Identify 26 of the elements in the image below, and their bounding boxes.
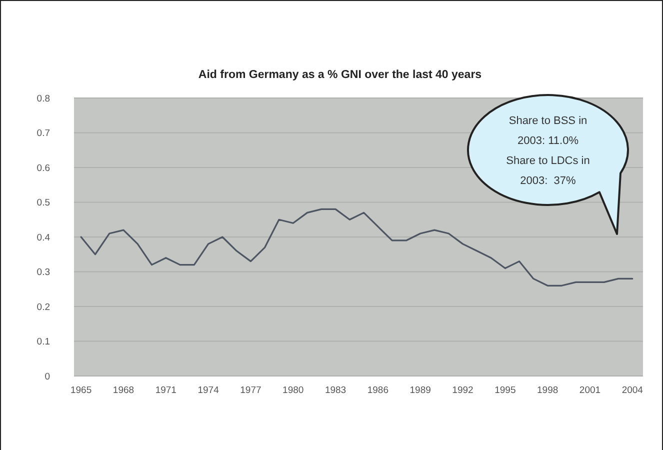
y-tick-label: 0.5 [36,197,50,208]
x-tick-label: 1986 [366,384,388,396]
y-tick-label: 0.4 [36,232,50,243]
x-tick-label: 1977 [240,384,261,396]
y-tick-label: 0 [44,370,50,382]
chart-title: Aid from Germany as a % GNI over the last 40 years [198,68,482,80]
x-tick-label: 1968 [112,384,134,396]
x-tick-label: 1983 [324,384,346,396]
y-tick-label: 0.3 [36,266,50,278]
x-tick-label: 1980 [282,384,304,396]
x-tick-label: 2004 [621,384,642,396]
x-tick-label: 1965 [70,384,92,396]
x-tick-label: 1971 [154,384,176,396]
annotation: Share to BSS in 2003: 11.0% Share to LDCs in 2003: 37% [506,114,590,186]
y-tick-label: 0.7 [36,128,50,139]
y-tick-label: 0.6 [36,162,50,174]
x-tick-label: 1995 [494,384,516,396]
x-tick-label: 1974 [197,384,218,396]
x-tick-label: 1989 [409,384,430,396]
y-tick-label: 0.8 [36,92,50,104]
x-tick-label: 1998 [536,384,558,396]
x-tick-label: 1992 [452,384,473,396]
y-tick-label: 0.2 [36,301,50,312]
y-tick-label: 0.1 [36,336,50,348]
line-series [80,208,633,286]
x-tick-label: 2001 [578,384,600,396]
